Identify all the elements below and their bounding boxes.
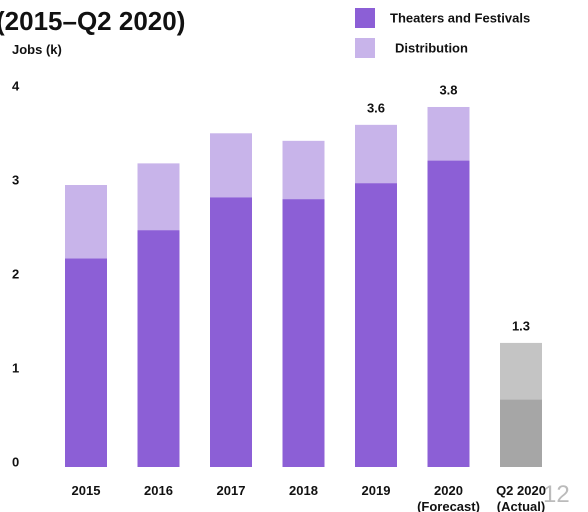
y-tick-label: 0	[12, 454, 19, 469]
y-tick-label: 2	[12, 266, 19, 281]
legend-label: Theaters and Festivals	[390, 10, 530, 25]
bar-segment	[210, 133, 252, 198]
bar-segment	[427, 106, 470, 161]
bar-segment	[500, 399, 542, 467]
y-tick-label: 1	[12, 360, 19, 375]
bar-segment	[137, 230, 180, 467]
x-tick-label: 2018	[289, 483, 318, 498]
y-axis-label: Jobs (k)	[12, 42, 62, 57]
bar-segment	[65, 258, 107, 467]
legend-label: Distribution	[395, 40, 468, 55]
total-label: 1.3	[512, 318, 530, 333]
bar-segment	[137, 163, 180, 231]
bar-segment	[355, 183, 397, 467]
bar-segment	[210, 197, 252, 467]
bar-segment	[355, 124, 397, 184]
total-label: 3.6	[367, 100, 385, 115]
x-tick-label: 2019	[362, 483, 391, 498]
x-tick-label: 2015	[72, 483, 101, 498]
legend-swatch	[355, 8, 375, 28]
y-tick-label: 4	[12, 78, 20, 93]
bar-segment	[282, 140, 325, 200]
bar-segment	[282, 199, 325, 467]
page-number: 12	[543, 481, 570, 508]
x-tick-label: Q2 2020 (Actual)	[496, 483, 546, 512]
x-tick-label: 2016	[144, 483, 173, 498]
x-tick-label: 2020 (Forecast)	[417, 483, 480, 512]
total-label: 3.8	[439, 82, 457, 97]
bar-segment	[65, 185, 107, 259]
legend-swatch	[355, 38, 375, 58]
bar-segment	[427, 160, 470, 467]
bar-segment	[500, 342, 542, 400]
y-tick-label: 3	[12, 172, 19, 187]
chart-title: (2015–Q2 2020)	[0, 6, 185, 36]
x-tick-label: 2017	[217, 483, 246, 498]
